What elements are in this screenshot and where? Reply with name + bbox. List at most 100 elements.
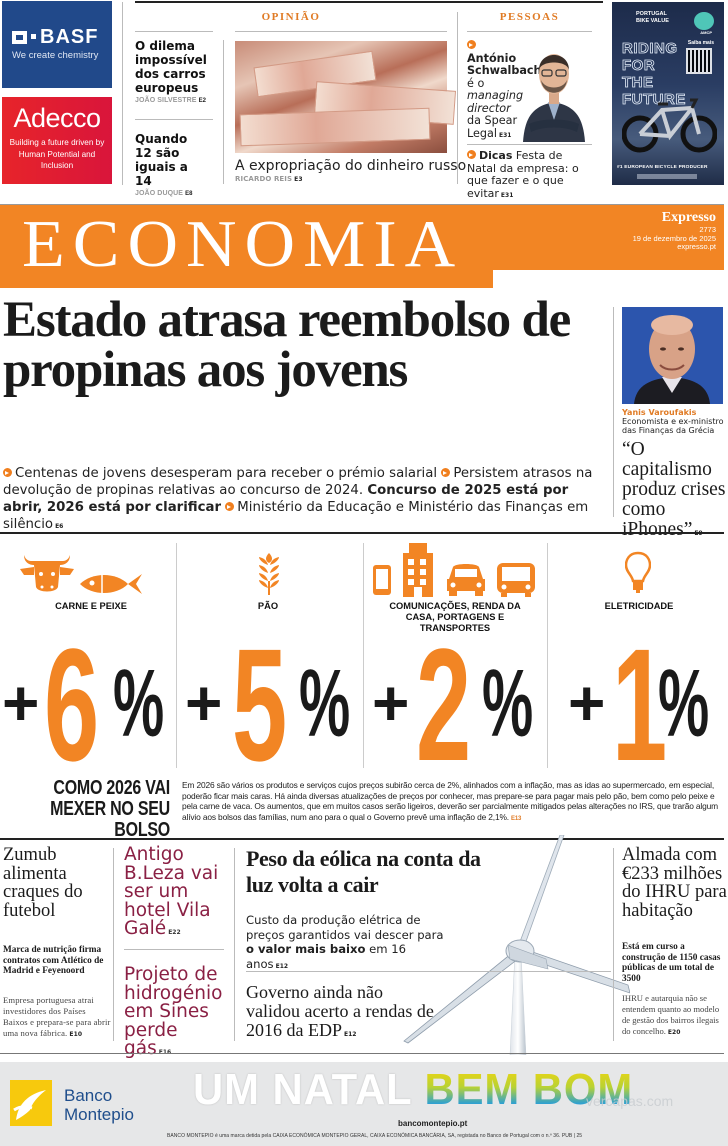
- zumub-body: Empresa portuguesa atrai investidores do…: [3, 995, 111, 1040]
- bike-ad-headline: RIDING FOR THE FUTURE: [622, 40, 686, 109]
- stat-carne-peixe: + 6 %: [0, 615, 176, 794]
- cow-icon: [20, 555, 74, 592]
- services-icons: [373, 543, 535, 597]
- slogan-white: UM NATAL: [193, 1065, 412, 1114]
- page-ref: E13: [510, 815, 522, 822]
- percent-sign: %: [482, 650, 534, 757]
- page-ref: E12: [275, 962, 289, 970]
- stat-value: 2: [416, 615, 471, 794]
- page-ref: E31: [500, 191, 514, 199]
- story-title: Antigo B.Leza vai ser um hotel Vila Galé: [124, 844, 219, 939]
- stat-pao: + 5 %: [177, 615, 363, 794]
- schwalbach-photo: [523, 54, 585, 142]
- pessoas-story-schwalbach[interactable]: António Schwalbach é o managing director…: [467, 40, 542, 142]
- story-title: A expropriação do dinheiro russo: [235, 158, 467, 174]
- hidrogenio-headline[interactable]: Projeto de hidrogénio em Sines perde gás…: [124, 964, 224, 1063]
- stat-eletricidade: + 1 %: [548, 615, 728, 794]
- top-rule: [135, 1, 603, 3]
- brand-line: Banco: [64, 1086, 113, 1105]
- divider: [235, 31, 447, 32]
- category-label: CARNE E PEIXE: [55, 601, 127, 611]
- opinion-story[interactable]: A expropriação do dinheiro russo RICARDO…: [235, 158, 466, 183]
- interview-quote[interactable]: “O capitalismo produz crises como iPhone…: [622, 440, 728, 544]
- divider: [113, 848, 114, 1041]
- almada-headline[interactable]: Almada com €233 milhões do IHRU para hab…: [622, 845, 727, 921]
- story-title: O dilema impossível dos carros europeus: [135, 39, 207, 95]
- category-label: COMUNICAÇÕES, RENDA DA CASA, PORTAGENS E…: [389, 601, 521, 633]
- phone-icon: [373, 565, 391, 595]
- montepio-slogan: UM NATAL BEM BOM: [193, 1066, 633, 1114]
- divider: [457, 12, 458, 184]
- story-carros[interactable]: O dilema impossível dos carros europeus …: [135, 39, 215, 104]
- page-ref: E20: [667, 1029, 681, 1036]
- arrow-bullet-icon: [441, 468, 451, 477]
- wheat-icon: [259, 553, 279, 595]
- deck-item: Centenas de jovens desesperam para receb…: [15, 466, 438, 481]
- divider: [467, 31, 592, 32]
- page-ref: E31: [498, 131, 512, 139]
- story-kicker: Dicas: [479, 149, 513, 162]
- stat-value: 5: [232, 615, 287, 794]
- eolica-headline[interactable]: Peso da eólica na conta da luz volta a c…: [246, 846, 481, 897]
- bike-ad-cta: Saiba mais: [687, 40, 714, 46]
- story-text: managing director: [467, 89, 524, 115]
- slogan-color: BEM BOM: [424, 1065, 634, 1114]
- adecco-tagline: Building a future driven by Human Potent…: [9, 138, 105, 170]
- banner-rule: [0, 204, 724, 205]
- money-photo: [235, 41, 457, 153]
- subhead-bold: o valor mais baixo: [246, 942, 366, 956]
- page-ref: E22: [168, 929, 181, 936]
- page-ref: E6: [55, 523, 64, 530]
- story-quando[interactable]: Quando 12 são iguais a 14 JOÃO DUQUE E8: [135, 132, 215, 197]
- montepio-brand: Banco Montepio: [64, 1086, 134, 1124]
- divider: [547, 543, 548, 768]
- story-title: Projeto de hidrogénio em Sines perde gás: [124, 964, 223, 1059]
- lead-headline[interactable]: Estado atrasa reembolso de propinas aos …: [3, 292, 571, 398]
- divider: [467, 144, 592, 145]
- person-name: António Schwalbach: [467, 51, 542, 77]
- divider: [613, 848, 614, 1041]
- bike-ad[interactable]: PORTUGAL BIKE VALUE AMCP RIDING FOR THE …: [612, 2, 724, 185]
- issue-number: 2773: [699, 225, 716, 234]
- adecco-ad[interactable]: Adecco Building a future driven by Human…: [2, 97, 112, 184]
- divider: [135, 31, 213, 32]
- stat-servicos: + 2 %: [364, 615, 547, 794]
- qr-code-icon: [686, 48, 712, 74]
- basf-logo: BASF: [12, 26, 98, 49]
- page-ref: E3: [294, 176, 303, 183]
- bleza-headline[interactable]: Antigo B.Leza vai ser um hotel Vila Galé…: [124, 844, 224, 943]
- fish-icon: [80, 574, 142, 594]
- arrow-bullet-icon: [3, 468, 12, 477]
- infographic-title: COMO 2026 VAI MEXER NO SEU BOLSO: [50, 777, 170, 841]
- divider: [135, 119, 213, 120]
- divider: [246, 971, 611, 972]
- montepio-website[interactable]: bancomontepio.pt: [398, 1119, 468, 1128]
- stat-value: 1: [612, 615, 667, 794]
- section-banner: [0, 205, 493, 288]
- bicycle-icon: [622, 98, 717, 153]
- montepio-ad[interactable]: [0, 1062, 728, 1146]
- body-text: IHRU e autarquia não se entendem quanto …: [622, 993, 720, 1036]
- section-banner-right: [493, 205, 724, 270]
- divider: [234, 848, 235, 1041]
- story-text: da Spear Legal: [467, 114, 518, 140]
- section-label-pessoas: PESSOAS: [499, 11, 560, 23]
- zumub-headline[interactable]: Zumub alimenta craques do futebol: [3, 845, 83, 921]
- story-text: Festa de Natal da empresa: o que fazer e…: [467, 149, 579, 200]
- story-text: é o: [467, 76, 485, 90]
- deck-item-bold: Concurso de 2025 está por abrir, 2026 es…: [3, 483, 569, 515]
- lightbulb-icon: [625, 551, 651, 593]
- pessoas-story-dicas[interactable]: Dicas Festa de Natal da empresa: o que f…: [467, 149, 592, 202]
- stat-value: 6: [44, 615, 99, 794]
- section-label-opiniao: OPINIÃO: [261, 11, 321, 23]
- bottom-rule: [0, 838, 724, 840]
- basf-ad[interactable]: BASF We create chemistry: [2, 1, 112, 88]
- basf-tagline: We create chemistry: [12, 50, 99, 61]
- category-label: ELETRICIDADE: [604, 601, 674, 611]
- governo-headline[interactable]: Governo ainda não validou acerto a renda…: [246, 983, 436, 1044]
- percent-sign: %: [658, 650, 710, 757]
- plus-sign: +: [185, 667, 223, 739]
- story-byline: RICARDO REIS: [235, 175, 293, 183]
- zumub-subhead: Marca de nutrição firma contratos com At…: [3, 945, 104, 976]
- bike-ad-brand: PORTUGAL BIKE VALUE: [636, 11, 669, 24]
